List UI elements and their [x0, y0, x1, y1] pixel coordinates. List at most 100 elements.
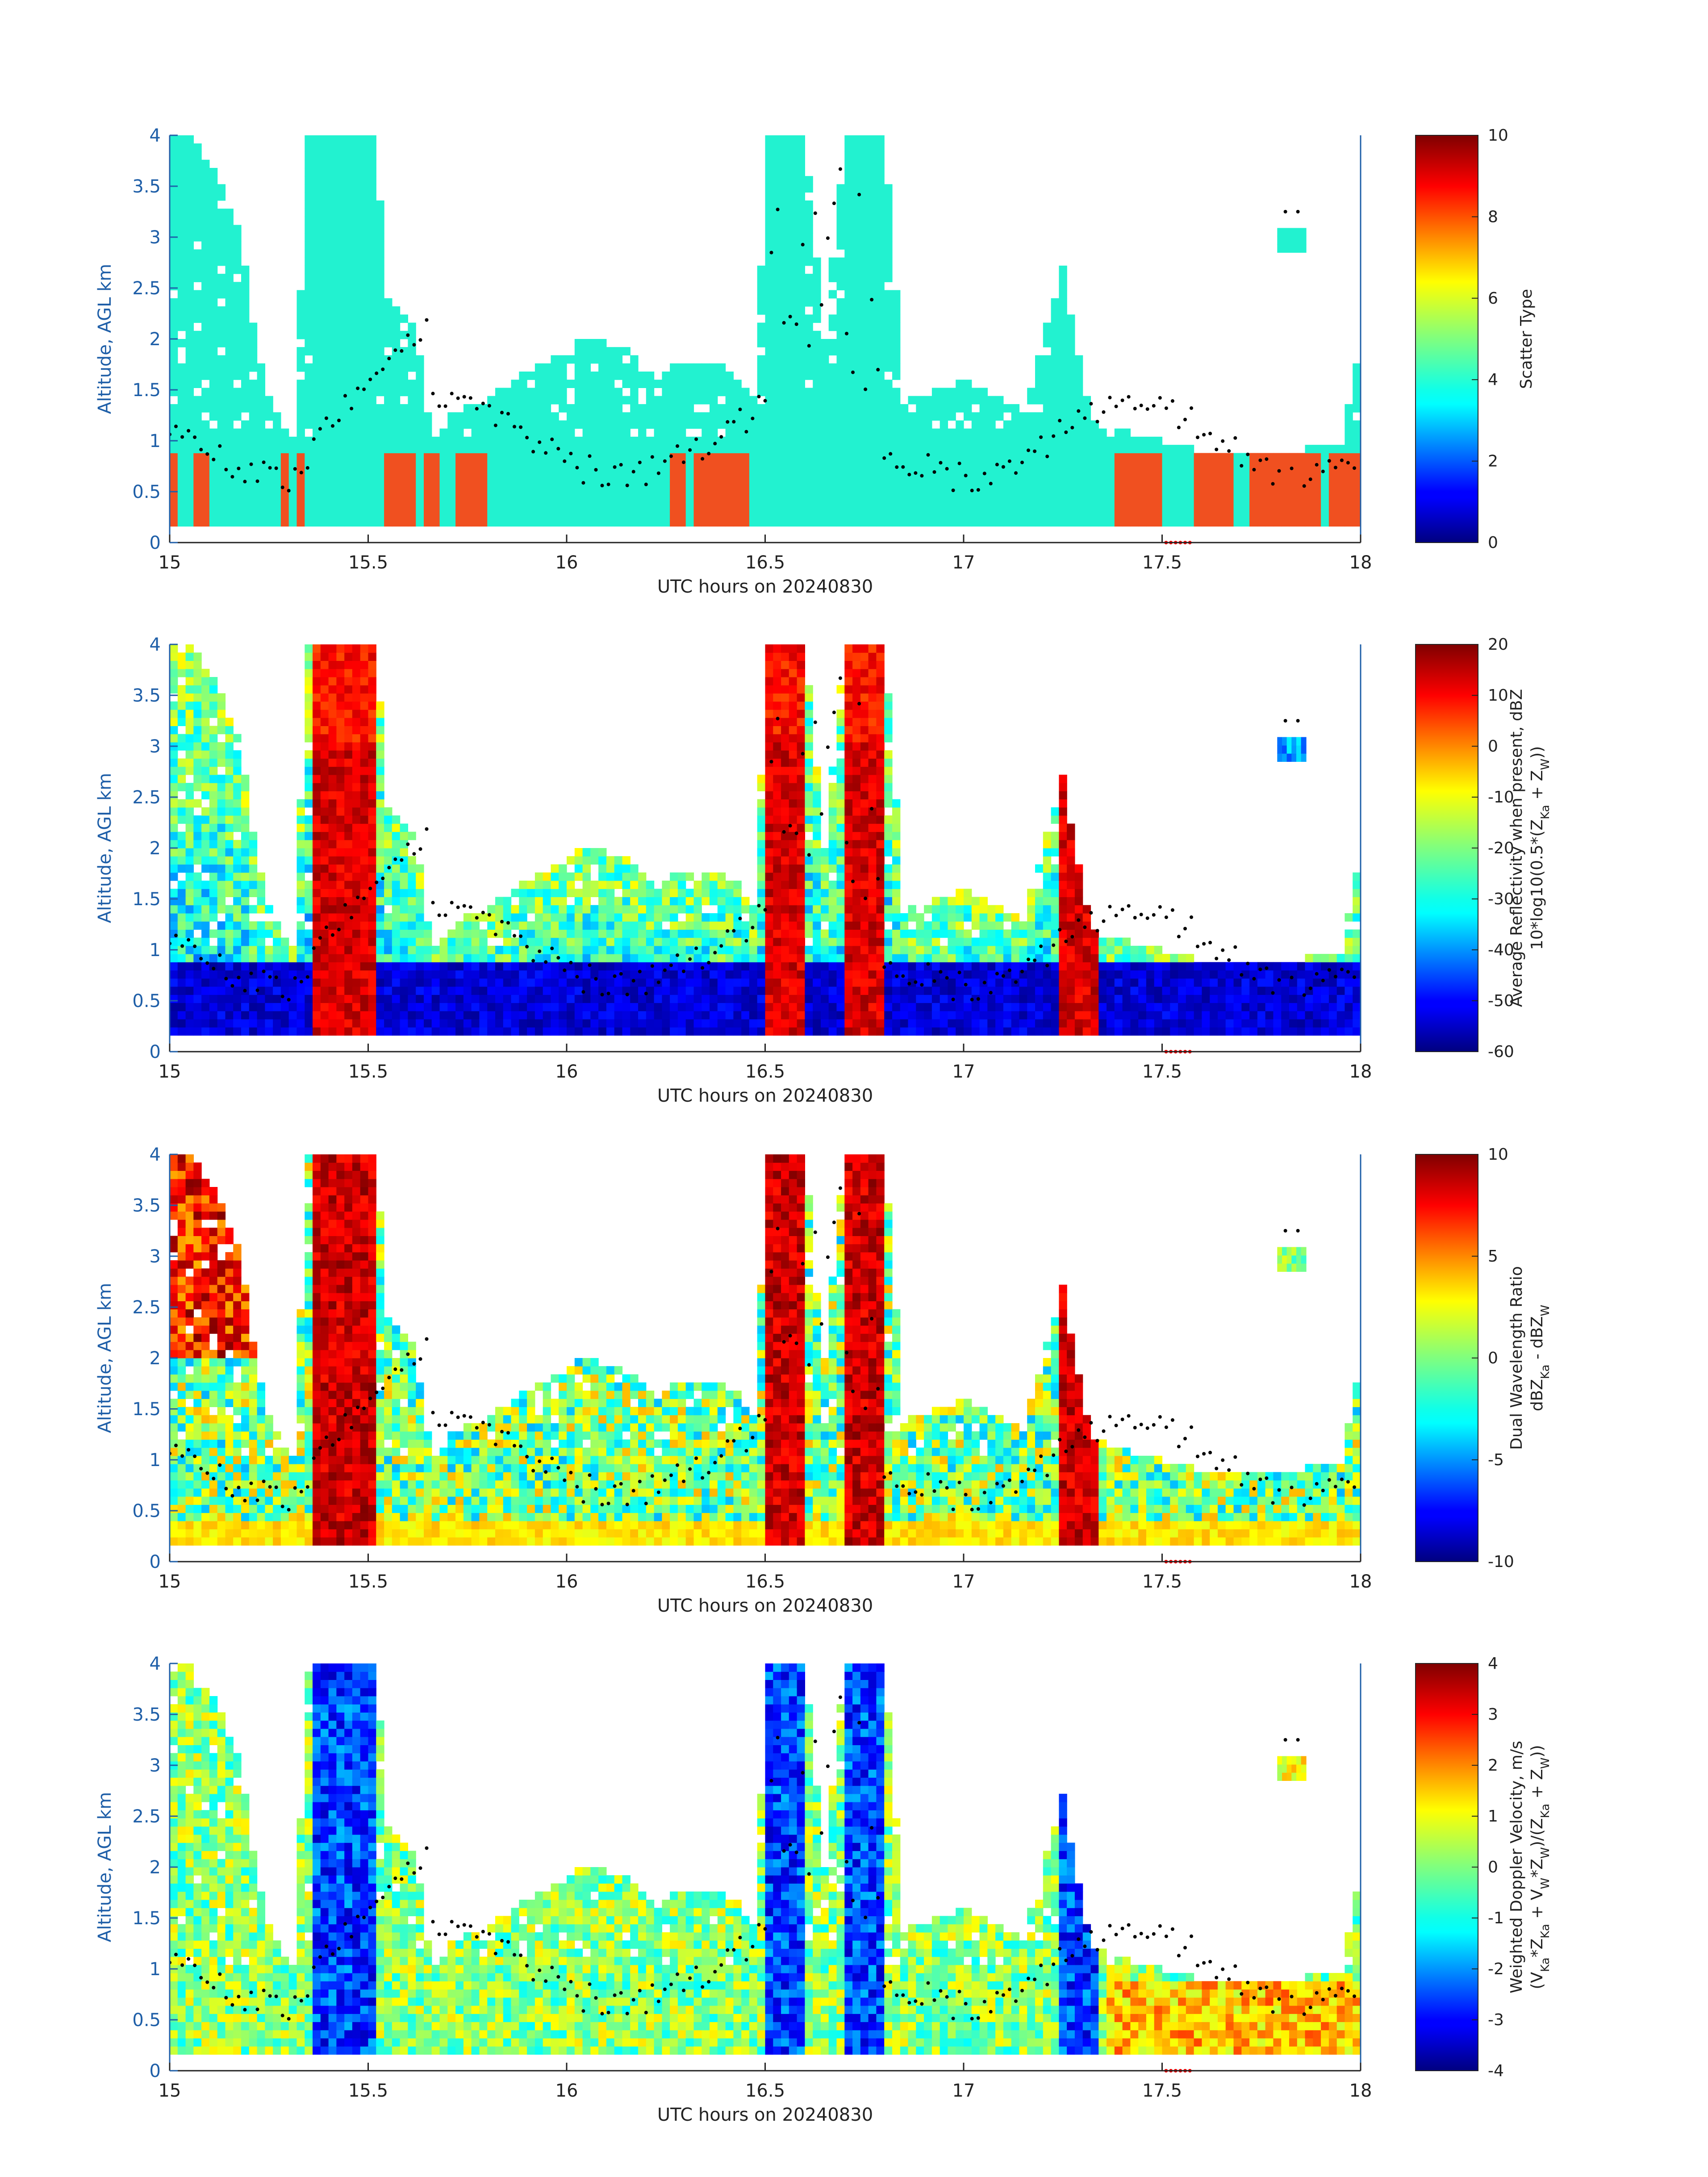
heatmap-cell	[725, 485, 734, 494]
heatmap-cell	[860, 453, 869, 462]
heatmap-cell	[305, 718, 313, 726]
heatmap-cell	[439, 510, 448, 518]
heatmap-cell	[892, 510, 901, 518]
heatmap-cell	[559, 372, 567, 380]
heatmap-cell	[392, 929, 401, 938]
heatmap-cell	[225, 742, 234, 751]
heatmap-cell	[305, 436, 313, 445]
heatmap-cell	[1345, 501, 1353, 510]
heatmap-cell	[987, 461, 996, 470]
heatmap-cell	[336, 978, 345, 987]
heatmap-cell	[376, 249, 384, 258]
heatmap-cell	[868, 510, 877, 518]
heatmap-cell	[852, 372, 861, 380]
heatmap-cell	[328, 380, 337, 388]
heatmap-cell	[320, 734, 329, 743]
heatmap-cell	[805, 176, 813, 184]
heatmap-cell	[797, 314, 805, 323]
heatmap-cell	[677, 396, 686, 405]
heatmap-cell	[305, 388, 313, 397]
heatmap-cell	[646, 445, 655, 453]
heatmap-cell	[852, 412, 861, 421]
heatmap-cell	[217, 306, 226, 315]
heatmap-cell	[233, 322, 242, 331]
heatmap-cell	[1162, 445, 1170, 453]
heatmap-cell	[408, 856, 416, 865]
heatmap-cell	[670, 477, 678, 486]
heatmap-cell	[471, 461, 480, 470]
heatmap-cell	[201, 929, 210, 938]
heatmap-cell	[582, 412, 591, 421]
heatmap-cell	[257, 954, 265, 962]
heatmap-cell	[1051, 380, 1059, 388]
heatmap-cell	[781, 428, 789, 437]
heatmap-cell	[170, 192, 178, 201]
heatmap-cell	[757, 290, 766, 299]
heatmap-cell	[328, 897, 337, 906]
heatmap-cell	[249, 322, 258, 331]
heatmap-cell	[884, 290, 893, 299]
heatmap-cell	[868, 445, 877, 453]
heatmap-cell	[305, 184, 313, 193]
heatmap-cell	[852, 493, 861, 502]
heatmap-cell	[185, 734, 194, 743]
heatmap-cell	[400, 388, 408, 397]
heatmap-cell	[193, 978, 202, 987]
heatmap-cell	[177, 1011, 186, 1020]
cloud-base-point	[1215, 447, 1219, 451]
heatmap-cell	[836, 404, 845, 413]
heatmap-cell	[384, 937, 393, 946]
heatmap-cell	[328, 986, 337, 995]
heatmap-cell	[535, 372, 543, 380]
heatmap-cell	[233, 265, 242, 274]
heatmap-cell	[765, 355, 773, 364]
heatmap-cell	[1082, 436, 1091, 445]
heatmap-cell	[479, 1027, 488, 1036]
heatmap-cell	[1027, 428, 1036, 437]
heatmap-cell	[209, 799, 218, 808]
heatmap-cell	[1067, 355, 1075, 364]
heatmap-cell	[1273, 493, 1282, 502]
heatmap-cell	[185, 151, 194, 160]
heatmap-cell	[487, 396, 496, 405]
heatmap-cell	[1011, 436, 1020, 445]
heatmap-cell	[305, 660, 313, 669]
heatmap-cell	[185, 339, 194, 347]
heatmap-cell	[1194, 469, 1202, 478]
heatmap-cell	[209, 168, 218, 176]
heatmap-cell	[860, 493, 869, 502]
heatmap-cell	[511, 477, 519, 486]
heatmap-cell	[797, 290, 805, 299]
heatmap-cell	[185, 726, 194, 735]
heatmap-cell	[336, 184, 345, 193]
heatmap-cell	[328, 209, 337, 217]
heatmap-cell	[344, 726, 353, 735]
heatmap-cell	[344, 380, 353, 388]
heatmap-cell	[384, 929, 393, 938]
heatmap-cell	[392, 978, 401, 987]
heatmap-cell	[1098, 501, 1107, 510]
heatmap-cell	[376, 265, 384, 274]
heatmap-cell	[876, 436, 885, 445]
heatmap-cell	[177, 501, 186, 510]
heatmap-cell	[368, 453, 376, 462]
heatmap-cell	[201, 1027, 210, 1036]
heatmap-cell	[1051, 404, 1059, 413]
heatmap-cell	[567, 380, 575, 388]
heatmap-cell	[1043, 404, 1052, 413]
heatmap-cell	[225, 864, 234, 873]
heatmap-cell	[1074, 501, 1083, 510]
heatmap-cell	[876, 306, 885, 315]
heatmap-cell	[844, 388, 853, 397]
heatmap-cell	[924, 477, 932, 486]
heatmap-cell	[225, 265, 234, 274]
heatmap-cell	[987, 510, 996, 518]
heatmap-cell	[225, 233, 234, 242]
heatmap-cell	[305, 677, 313, 685]
heatmap-cell	[273, 428, 281, 437]
heatmap-cell	[559, 445, 567, 453]
heatmap-cell	[527, 469, 535, 478]
cloud-base-point	[387, 356, 391, 360]
heatmap-cell	[860, 412, 869, 421]
heatmap-cell	[590, 461, 599, 470]
